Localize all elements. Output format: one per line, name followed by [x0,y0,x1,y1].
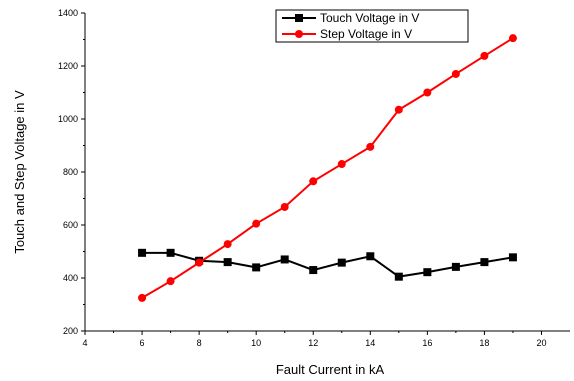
x-tick-label: 20 [536,338,546,348]
data-point [252,219,261,228]
data-point [138,248,147,257]
y-axis-title: Touch and Step Voltage in V [12,90,27,254]
y-tick-label: 1200 [58,61,78,71]
x-tick-label: 14 [365,338,375,348]
series-step-voltage [138,34,517,302]
data-point [252,263,261,272]
data-point [166,248,175,257]
y-tick-label: 200 [63,326,78,336]
data-point [480,51,489,60]
data-point [309,177,318,186]
data-point [423,88,432,97]
data-point [423,268,432,277]
x-tick-label: 18 [479,338,489,348]
data-point [451,69,460,78]
data-point [166,277,175,286]
series-touch-voltage [138,248,517,281]
y-tick-label: 400 [63,273,78,283]
data-point [508,34,517,43]
legend-touch-marker [295,14,303,22]
x-tick-label: 6 [140,338,145,348]
series-line [141,37,514,299]
legend-step-marker [295,30,303,38]
data-point [195,258,204,267]
y-tick-label: 1000 [58,114,78,124]
legend-box [275,9,469,43]
data-point [480,258,489,267]
data-point [394,272,403,281]
data-point [366,142,375,151]
y-tick-label: 800 [63,167,78,177]
data-point [337,160,346,169]
legend-step-label: Step Voltage in V [320,27,412,41]
data-point [337,258,346,267]
data-point [451,262,460,271]
y-axis-ticks: 200 400 600 800 1000 1200 1400 [58,8,85,336]
data-point [138,293,147,302]
data-point [508,253,517,262]
y-tick-label: 1400 [58,8,78,18]
y-tick-label: 600 [63,220,78,230]
data-point [280,202,289,211]
x-tick-label: 8 [197,338,202,348]
legend: Touch Voltage in V Step Voltage in V [275,9,469,43]
x-tick-label: 10 [251,338,261,348]
x-tick-label: 12 [308,338,318,348]
legend-touch-label: Touch Voltage in V [320,11,419,25]
data-point [223,258,232,267]
data-point [280,255,289,264]
x-tick-label: 4 [82,338,87,348]
data-series [138,34,517,302]
data-point [366,252,375,261]
x-axis-title: Fault Current in kA [276,362,385,377]
x-axis-ticks: 4 6 8 10 12 14 16 18 20 [82,331,546,348]
data-point [309,266,318,275]
data-point [223,240,232,249]
x-tick-label: 16 [422,338,432,348]
series-line [142,251,514,278]
data-point [394,105,403,114]
